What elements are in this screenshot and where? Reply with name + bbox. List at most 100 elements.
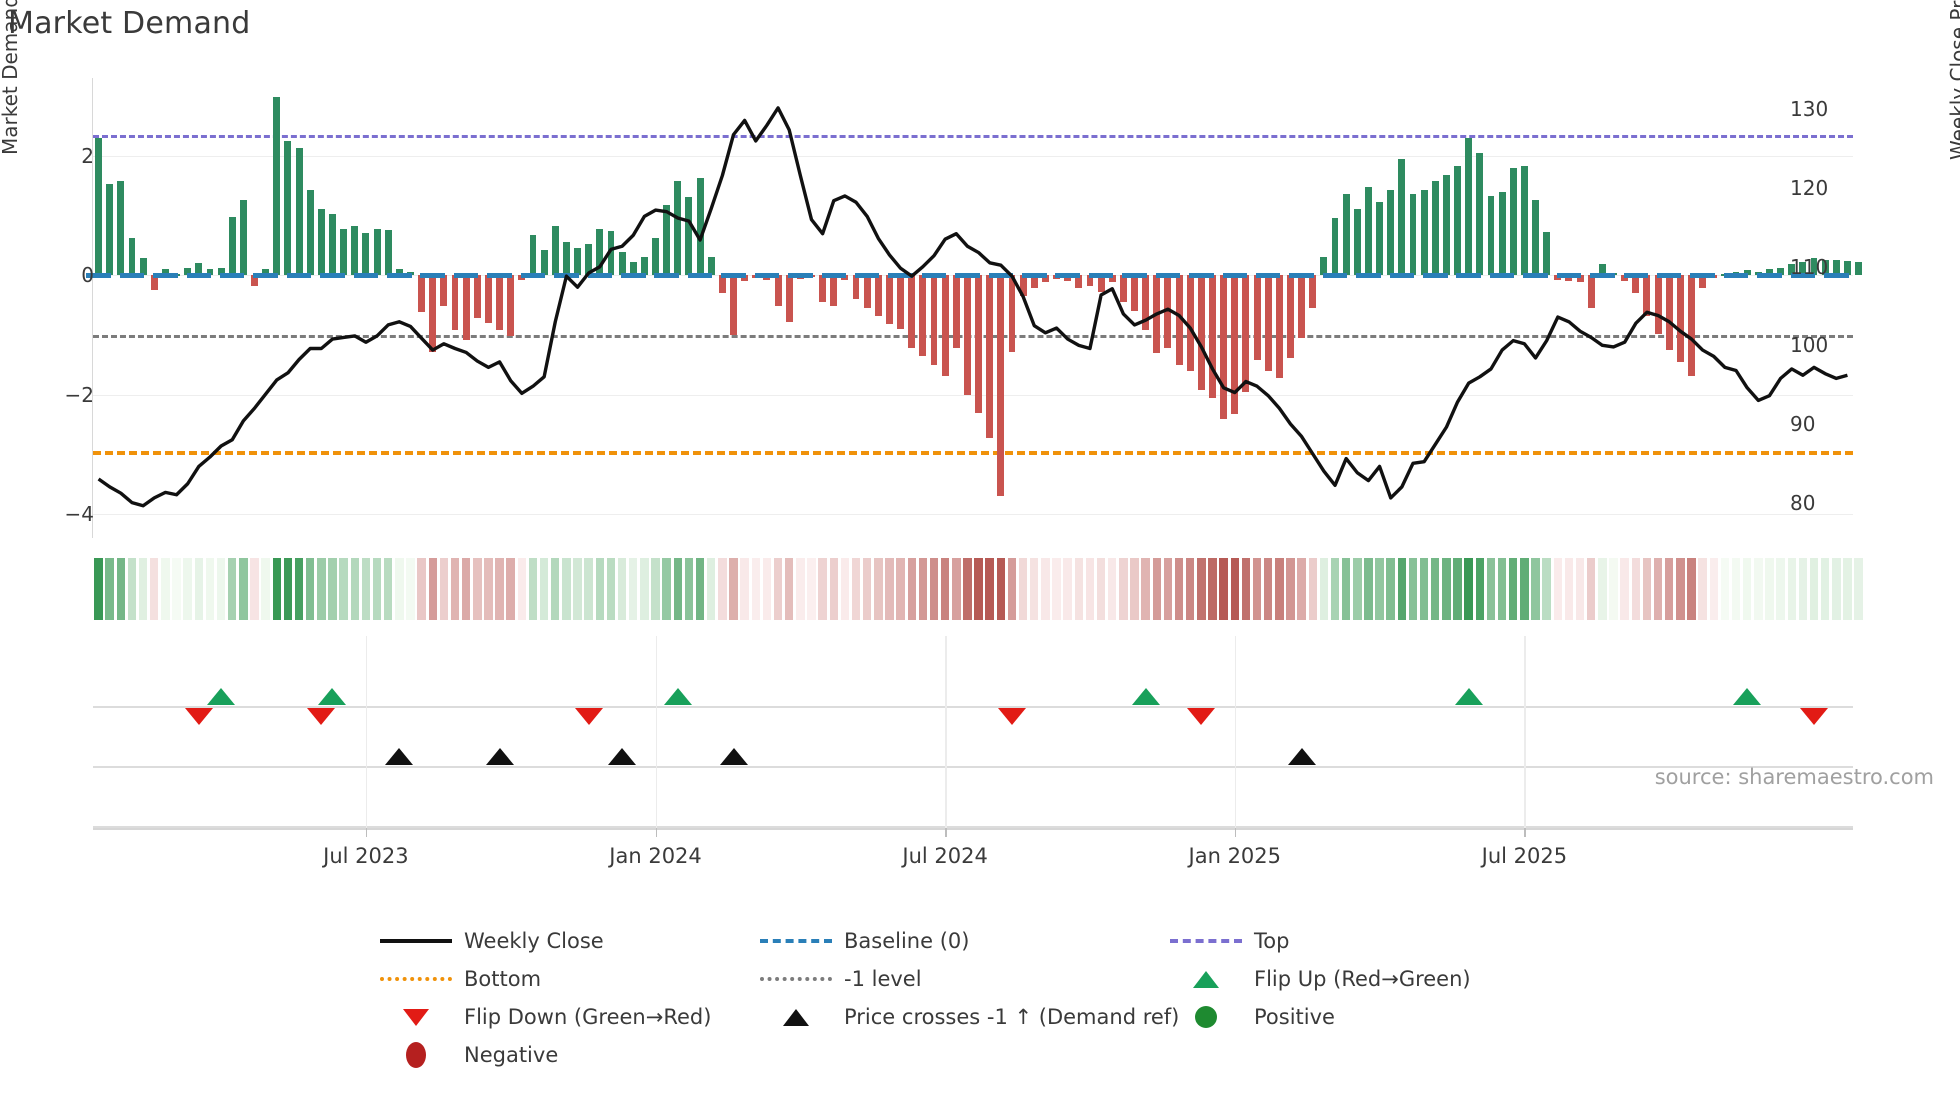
demand-bar [1498,191,1506,276]
legend-item[interactable]: Baseline (0) [760,922,969,960]
heat-cell [283,558,293,620]
heat-cell [1230,558,1239,620]
demand-bar [251,275,258,286]
flip-up-marker [1454,688,1483,705]
baseline-marker [353,273,379,279]
heat-cell [1520,558,1529,620]
heat-cell [1263,558,1273,620]
y-tick-right: 90 [1790,411,1816,436]
heat-cell [796,558,805,620]
legend-item[interactable]: Weekly Close [380,922,604,960]
vertical-gridline [655,636,657,831]
baseline-marker [955,273,980,279]
heat-cell [1096,558,1106,620]
heat-cell [495,558,504,620]
baseline-marker [854,273,880,279]
y-tick-left: −4 [64,502,94,527]
baseline-marker [721,273,746,279]
baseline-marker [1322,273,1348,279]
heat-cell [528,558,538,620]
legend-item[interactable]: Flip Up (Red→Green) [1170,960,1471,998]
legend-item[interactable]: Negative [380,1036,558,1074]
legend-item[interactable]: Flip Down (Green→Red) [380,998,711,1036]
price-cross-marker [719,748,748,765]
baseline-marker [487,273,512,279]
demand-bar [1197,275,1205,390]
demand-bar [1387,190,1395,276]
heat-cell [1308,558,1317,620]
demand-bar [1509,167,1517,276]
heat-cell [651,558,660,620]
legend-item[interactable]: Top [1170,922,1289,960]
legend-swatch [380,977,452,981]
dashed-line-icon [760,939,832,943]
heat-cell [1609,558,1618,620]
heat-cell [1041,558,1050,620]
x-tick-label: Jan 2024 [609,844,702,868]
demand-bar [451,275,459,331]
heat-cell [194,558,204,620]
demand-bar [1331,218,1339,276]
heat-cell [773,558,783,620]
demand-bar [1576,275,1584,283]
heat-cell [172,558,181,620]
baseline-marker [1088,273,1114,279]
demand-bar [206,269,214,276]
demand-bar [1231,275,1239,414]
neg1-reference-line [93,334,1853,338]
heat-cell [1141,558,1150,620]
baseline-marker [1356,273,1381,279]
demand-bar [1598,264,1606,276]
demand-bar [429,275,437,352]
heat-cell [862,558,872,620]
baseline-marker [420,273,445,279]
demand-bar [1019,275,1027,297]
demand-bar [184,267,192,276]
baseline-marker [1523,273,1548,279]
heat-cell [718,558,727,620]
heat-cell [1364,558,1373,620]
heat-cell [1130,558,1139,620]
baseline-marker [119,273,145,279]
baseline-marker [1122,273,1147,279]
legend-row: Weekly Close Baseline (0) Top [380,922,1700,960]
heat-cell [1598,558,1607,620]
heat-cell [1854,558,1863,620]
legend-row: Flip Down (Green→Red) Price crosses -1 ↑ … [380,998,1700,1036]
legend-item[interactable]: Price crosses -1 ↑ (Demand ref) [760,998,1179,1036]
demand-bar [373,228,381,276]
baseline-marker [1022,273,1047,279]
demand-bar [1699,275,1707,289]
legend-item[interactable]: Positive [1170,998,1335,1036]
heat-cell [461,558,471,620]
price-cross-marker [1287,748,1316,765]
demand-bar [1632,275,1640,294]
heat-cell [640,558,649,620]
baseline-marker [253,273,278,279]
legend-item[interactable]: Bottom [380,960,541,998]
heat-cell [339,558,348,620]
legend-label: Bottom [464,967,542,991]
baseline-marker [1489,273,1515,279]
demand-bar [529,234,537,276]
demand-bar [462,275,470,340]
baseline-marker [1389,273,1415,279]
demand-bar [1209,275,1216,398]
demand-bar [139,258,147,276]
demand-bar [161,269,169,276]
heat-cell [695,558,705,620]
baseline-marker [1255,273,1281,279]
demand-bar [730,275,737,335]
demand-bar [618,252,626,276]
baseline-marker [1189,273,1214,279]
price-cross-marker [608,748,637,765]
heat-cell [1375,558,1384,620]
demand-bar [1041,275,1049,283]
demand-bar [1810,258,1818,276]
legend-item[interactable]: -1 level [760,960,922,998]
demand-bar [1164,275,1172,349]
heat-cell [740,558,749,620]
heat-cell [929,558,939,620]
flip-down-marker [307,708,336,725]
y-tick-right: 110 [1790,254,1829,279]
